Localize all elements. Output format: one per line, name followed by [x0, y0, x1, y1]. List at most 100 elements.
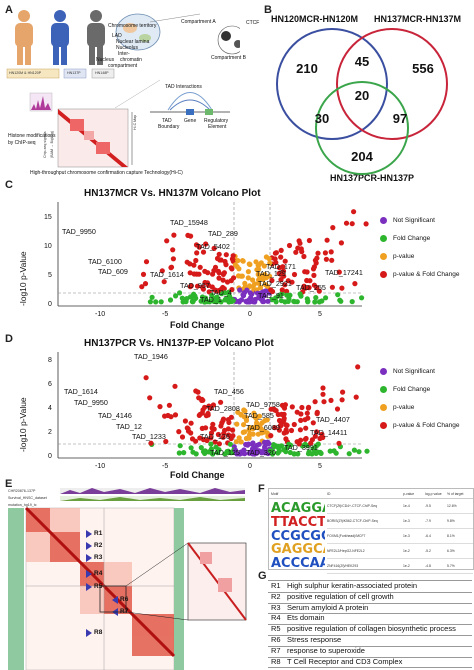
volcano-point: [339, 397, 345, 403]
volcano-point: [159, 268, 165, 274]
volcano-point: [298, 417, 304, 423]
volcano-point: [202, 297, 208, 303]
volcano-point: [171, 232, 177, 238]
volcano-point: [187, 270, 193, 276]
tad-label: TAD_456: [214, 387, 244, 396]
person-figure-1: [15, 10, 33, 65]
volcano-c-ylabel: -log10 p-Value: [18, 251, 28, 306]
panel-a-illustration: [6, 10, 240, 168]
region-description: positive regulation of cell growth: [287, 591, 394, 601]
venn-only-b: 556: [412, 61, 434, 76]
volcano-point: [254, 442, 260, 448]
volcano-point: [318, 450, 324, 456]
volcano-point: [198, 445, 204, 451]
volcano-point: [230, 298, 236, 304]
volcano-point: [276, 427, 282, 433]
volcano-point: [278, 247, 284, 253]
volcano-point: [212, 296, 218, 302]
motif-logo-4: GAGGCATC: [271, 542, 325, 557]
volcano-point: [263, 275, 269, 281]
volcano-point: [168, 264, 175, 270]
volcano-point: [312, 433, 318, 439]
venn-bc: 97: [392, 111, 408, 126]
legend-c-fold-change: Fold Change: [380, 235, 430, 242]
volcano-point: [303, 435, 309, 442]
volcano-d-ytick: 0: [48, 453, 52, 460]
volcano-point: [215, 268, 221, 274]
volcano-point: [184, 425, 190, 431]
volcano-point: [205, 412, 211, 418]
volcano-point: [246, 432, 253, 438]
tad-label: TAD_585: [244, 411, 274, 420]
volcano-point: [273, 260, 279, 266]
volcano-d-ytick: 2: [48, 429, 52, 436]
volcano-point: [220, 418, 226, 424]
volcano-c-ticks: -10 -5 0 5 0 5 10 15: [44, 214, 322, 318]
nuclear-lamina-label: Nuclear lamina: [116, 39, 150, 45]
green-dot-icon: [380, 235, 387, 242]
volcano-point: [306, 285, 312, 291]
venn-title-b: HN137MCR-HN137M: [374, 14, 462, 24]
volcano-point: [176, 429, 182, 435]
volcano-point: [224, 448, 230, 455]
compartment-a-label: Compartment A: [181, 19, 216, 25]
legend-c-p-value: p-value: [380, 253, 414, 260]
hic-caption: High-throughput chromosome confirmation …: [30, 170, 183, 176]
person-figure-3: [87, 10, 105, 65]
volcano-point: [190, 299, 196, 305]
motif-row: FOXM1(Forkhead)/MCF7 1e-3 -6.4 8.1%: [327, 529, 473, 544]
tad-label: TAD_15948: [170, 218, 208, 227]
tad-label: TAD_5402: [196, 242, 230, 251]
volcano-point: [149, 294, 155, 300]
volcano-point: [216, 275, 222, 281]
purple-dot-icon: [380, 368, 387, 375]
volcano-point: [262, 444, 268, 450]
volcano-point: [147, 395, 153, 401]
volcano-point: [291, 271, 298, 278]
motif-row: NFE2L2/HepG2-NFE2L2 1e-2 -5.2 6.3%: [327, 544, 473, 559]
volcano-point: [349, 221, 355, 227]
tad-label: TAD_91: [258, 291, 284, 300]
volcano-point: [271, 406, 277, 412]
volcano-point: [320, 385, 326, 391]
region-r4: R4: [94, 570, 103, 577]
volcano-point: [210, 271, 216, 277]
volcano-point: [297, 427, 303, 433]
tad-label: TAD_289: [208, 229, 238, 238]
volcano-point: [273, 299, 279, 305]
region-annotation-row: R4 Ets domain: [268, 613, 472, 626]
cell-label-2: HN137P: [67, 71, 81, 75]
volcano-point: [316, 288, 322, 294]
volcano-point: [308, 440, 314, 446]
motif-logo-5: ACCCAATAG: [271, 556, 325, 569]
volcano-c-xtick: 5: [318, 311, 322, 318]
volcano-point: [281, 430, 287, 436]
region-description: Ets domain: [287, 613, 325, 623]
tad-label: TAD_3991: [284, 443, 318, 452]
track-header-2: Survival_HNSC_dataset: [8, 496, 47, 500]
volcano-point: [288, 427, 295, 434]
volcano-point: [188, 445, 194, 451]
volcano-point: [302, 417, 308, 423]
volcano-point: [218, 299, 224, 305]
volcano-point: [306, 237, 312, 244]
red-dot-icon: [380, 422, 387, 429]
volcano-point: [296, 238, 302, 244]
person-figure-2: [51, 10, 69, 65]
volcano-point: [329, 257, 335, 263]
volcano-point: [147, 299, 153, 305]
tad-label: TAD_17241: [325, 268, 363, 277]
volcano-point: [189, 436, 196, 442]
volcano-point: [330, 225, 336, 231]
volcano-point: [261, 428, 267, 434]
volcano-point: [220, 434, 226, 440]
volcano-point: [200, 249, 207, 255]
volcano-c-plot: -10 -5 0 5 0 5 10 15 TAD_9950 TAD_15948 …: [44, 202, 369, 318]
volcano-point: [314, 429, 320, 435]
hic-panel-e: [8, 488, 247, 670]
volcano-point: [256, 413, 263, 419]
volcano-point: [211, 426, 217, 432]
venn-ac: 30: [314, 111, 330, 126]
volcano-point: [255, 431, 261, 437]
volcano-d-xtick: 0: [248, 463, 252, 470]
